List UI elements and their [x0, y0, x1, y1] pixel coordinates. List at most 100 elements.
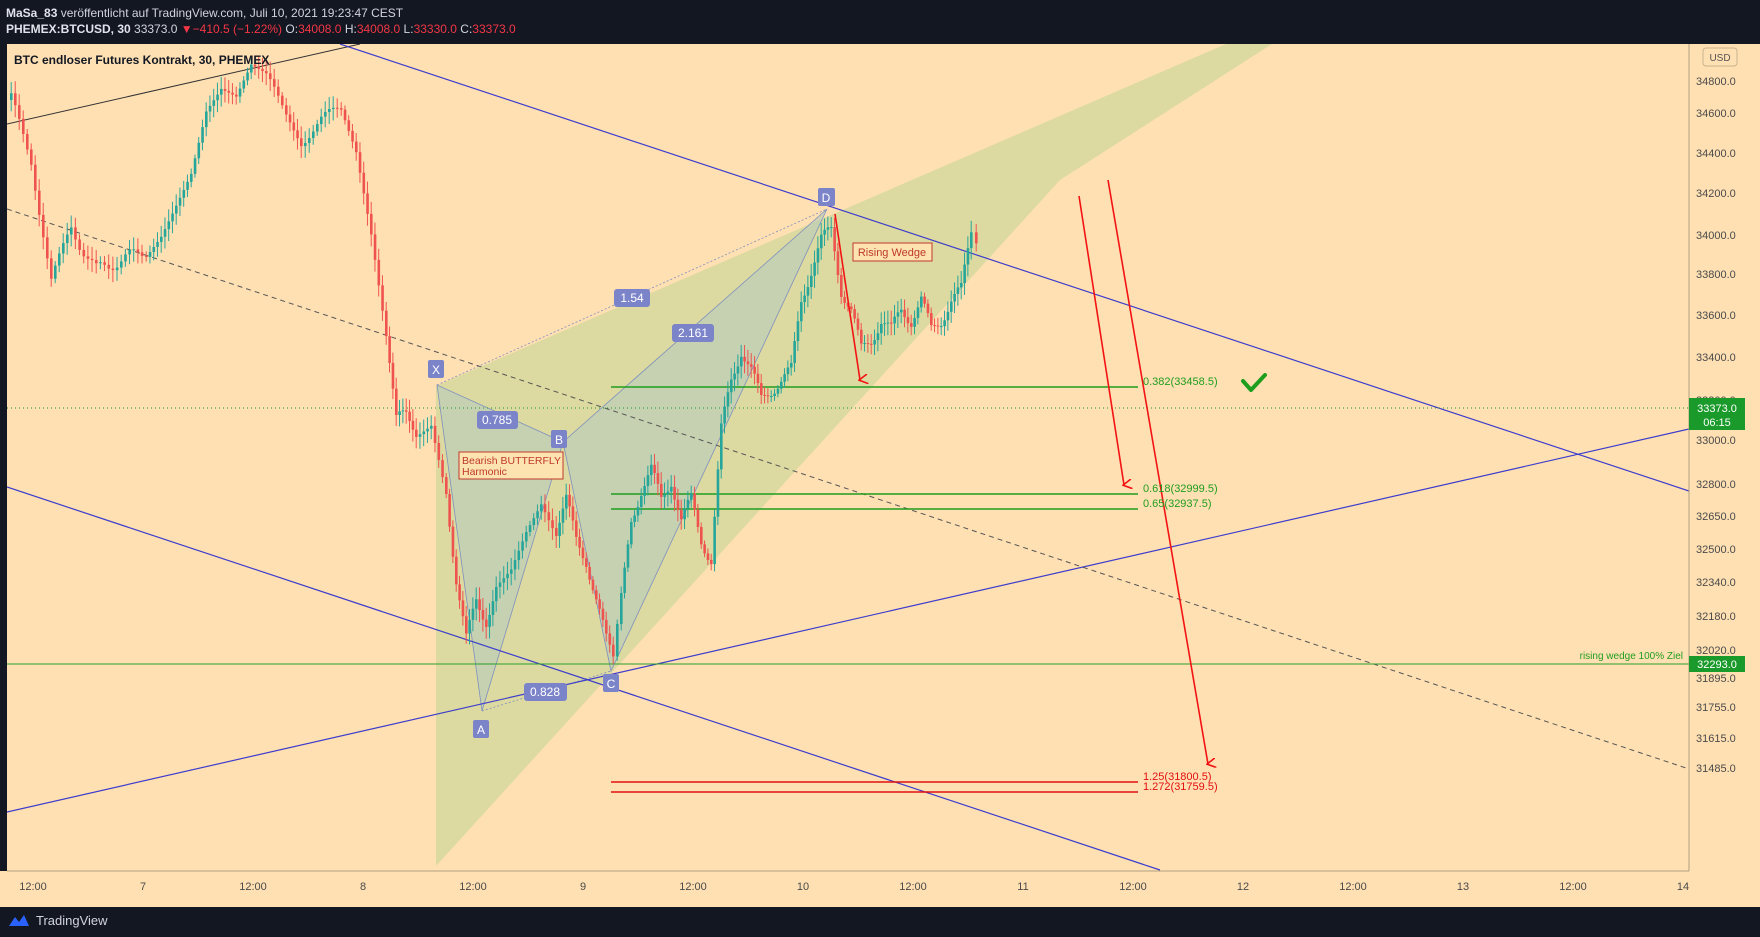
time-tick-label: 12 — [1237, 881, 1249, 893]
publish-info: MaSa_83 veröffentlicht auf TradingView.c… — [6, 6, 403, 20]
target-125-arrow[interactable] — [1107, 179, 1208, 764]
ratio-label-0828[interactable]: 0.828 — [524, 683, 567, 701]
close-value: 33373.0 — [472, 22, 516, 36]
rising-support-line[interactable] — [7, 428, 1689, 813]
candle-body — [478, 599, 481, 611]
candle-body — [773, 393, 776, 397]
candlestick-series[interactable] — [10, 56, 978, 665]
candle-body — [920, 296, 923, 308]
candle-body — [468, 619, 471, 634]
candle-body — [308, 138, 311, 143]
candle-body — [398, 411, 401, 415]
candle-body — [107, 264, 111, 269]
price-tick-label: 32800.0 — [1696, 479, 1736, 491]
candle-body — [513, 560, 517, 570]
candle-body — [292, 122, 296, 131]
candle-body — [783, 374, 786, 382]
candle-body — [401, 410, 405, 412]
candle-body — [140, 252, 144, 256]
dashed-midline[interactable] — [7, 208, 1689, 770]
candle-body — [475, 599, 478, 609]
candle-body — [391, 362, 395, 389]
candle-body — [840, 275, 843, 297]
butterfly-name-text: Bearish BUTTERFLY — [462, 455, 561, 467]
candle-body — [156, 241, 159, 247]
price-axis[interactable] — [1689, 44, 1760, 871]
candle-body — [860, 329, 863, 344]
rising-wedge-label[interactable]: Rising Wedge — [852, 242, 933, 262]
chart-pane[interactable] — [7, 44, 1689, 871]
candle-body — [843, 296, 846, 303]
low-value: 33330.0 — [413, 22, 457, 36]
time-tick-label: 10 — [797, 881, 809, 893]
butterfly-pattern-label[interactable]: Bearish BUTTERFLY Harmonic — [458, 451, 564, 480]
time-axis[interactable] — [0, 871, 1760, 907]
point-label-c[interactable]: C — [603, 674, 619, 692]
candle-body — [441, 460, 444, 478]
price-tick-label: 32180.0 — [1696, 611, 1736, 623]
chart-svg[interactable]: X A B C D 0.785 0.828 1.54 2.161 Bearish… — [0, 44, 1760, 907]
candle-body — [216, 94, 219, 101]
candle-body — [160, 236, 163, 242]
candle-body — [966, 248, 970, 265]
candle-body — [415, 429, 418, 437]
candle-body — [324, 112, 327, 117]
candle-body — [640, 495, 643, 507]
candle-body — [370, 213, 373, 235]
time-tick-label: 12:00 — [239, 881, 267, 893]
ratio-label-2161[interactable]: 2.161 — [672, 324, 714, 342]
ratio-label-0785[interactable]: 0.785 — [477, 411, 518, 429]
candle-body — [866, 343, 870, 345]
candle-body — [863, 343, 866, 345]
black-trendline[interactable] — [7, 44, 361, 125]
candle-body — [750, 364, 753, 367]
candle-body — [650, 464, 653, 476]
candle-body — [132, 249, 136, 251]
time-tick-label: 14 — [1677, 881, 1689, 893]
candle-body — [422, 431, 426, 435]
target-0618-arrow[interactable] — [1078, 195, 1124, 485]
tradingview-brand[interactable]: TradingView — [8, 913, 108, 928]
candle-body — [598, 599, 601, 609]
candle-body — [933, 325, 936, 327]
candle-body — [896, 312, 900, 317]
candle-body — [332, 107, 335, 110]
candle-body — [555, 528, 558, 536]
candle-body — [136, 249, 140, 253]
candle-body — [66, 234, 69, 244]
candle-body — [388, 336, 391, 363]
publisher-name[interactable]: MaSa_83 — [6, 6, 58, 20]
point-label-b[interactable]: B — [551, 430, 567, 448]
point-label-a[interactable]: A — [473, 720, 489, 738]
point-label-x[interactable]: X — [428, 360, 444, 378]
price-tick-label: 34400.0 — [1696, 148, 1736, 160]
candle-body — [411, 420, 415, 430]
wedge-drop-arrow[interactable] — [834, 213, 860, 380]
candle-body — [680, 510, 683, 520]
currency-button[interactable]: USD — [1702, 47, 1738, 67]
tradingview-logo-icon — [9, 914, 29, 926]
lower-channel-line[interactable] — [7, 486, 1161, 871]
upper-channel-line[interactable] — [339, 44, 1689, 492]
candle-body — [208, 105, 212, 112]
candle-body — [588, 566, 591, 580]
candle-body — [676, 499, 680, 511]
time-tick-label: 12:00 — [1339, 881, 1367, 893]
candle-body — [936, 325, 940, 327]
candle-body — [465, 616, 468, 634]
candle-body — [816, 248, 820, 263]
candle-body — [62, 243, 65, 254]
candle-body — [10, 93, 13, 100]
ratio-label-154[interactable]: 1.54 — [614, 289, 650, 307]
point-label-d[interactable]: D — [818, 188, 835, 206]
candle-body — [746, 361, 750, 365]
candle-body — [26, 133, 29, 150]
candle-body — [300, 138, 303, 147]
candle-body — [111, 268, 115, 271]
time-tick-labels: 12:00 7 12:00 8 12:00 9 12:00 10 12:00 11 12:00 12 1… — [19, 881, 1689, 893]
footer-bar: TradingView — [0, 907, 1760, 937]
candle-body — [820, 234, 823, 249]
chart-area[interactable]: X A B C D 0.785 0.828 1.54 2.161 Bearish… — [0, 44, 1760, 907]
price-tick-label: 34600.0 — [1696, 108, 1736, 120]
candle-body — [601, 608, 605, 620]
